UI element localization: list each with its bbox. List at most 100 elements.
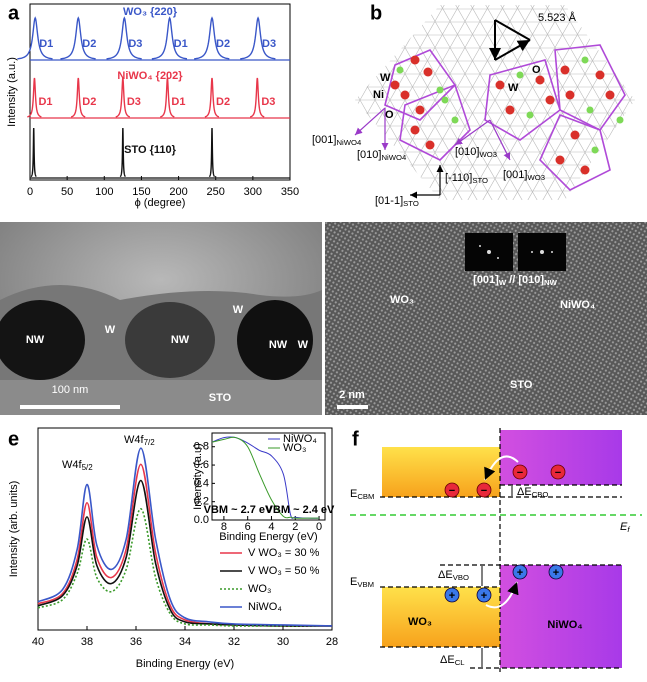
band-diagram: − − − − + + + + ECBM ΔECBO Ef ΔEVBO EVBM WO₃ N… (350, 428, 642, 672)
svg-text:+: + (553, 567, 559, 579)
peak (119, 127, 126, 178)
peak (70, 77, 86, 118)
x-tick-label: 0 (27, 186, 33, 198)
y-tick-label: 0.6 (194, 459, 209, 471)
direction-label: [010]WO3 (455, 146, 497, 159)
annotation: W4f7/2 (124, 434, 155, 447)
fft-label: [001]W // [010]NW (473, 274, 557, 287)
legend-label: NiWO₄ (283, 433, 317, 445)
atom-label: O (532, 64, 541, 76)
annotation-text: W4f (62, 459, 83, 471)
peak (106, 16, 142, 60)
series-line (37, 507, 332, 627)
direction-label: [001]WO3 (503, 169, 545, 182)
peak-label: D1 (38, 96, 52, 108)
material-label: NiWO₄ (547, 619, 582, 631)
x-axis-label: Binding Energy (eV) (136, 658, 234, 670)
region-label: STO (209, 392, 232, 404)
series-label: STO {110} (124, 144, 176, 156)
x-tick-label: 6 (245, 521, 251, 533)
x-tick-label: 34 (179, 636, 191, 648)
peak (249, 77, 265, 118)
x-axis-label: Binding Energy (eV) (219, 531, 317, 543)
region-label: W (105, 324, 116, 336)
peak (160, 77, 175, 118)
region-label: W (233, 304, 244, 316)
annotation-text: W4f (124, 434, 145, 446)
x-tick-label: 350 (281, 186, 299, 198)
series-line (37, 479, 333, 627)
series-label: NiWO₄ {202} (117, 70, 183, 82)
svg-text:−: − (481, 485, 487, 497)
x-tick-label: 50 (61, 186, 73, 198)
legend-label: NiWO₄ (248, 601, 282, 613)
band-label: ΔEVBO (438, 569, 469, 582)
svg-text:−: − (449, 485, 455, 497)
peak (30, 127, 37, 178)
atom-label: O (385, 109, 394, 121)
scale-bar-label: 2 nm (339, 389, 365, 401)
peak (240, 16, 276, 60)
legend-label: WO₃ (248, 583, 271, 595)
x-tick-label: 8 (221, 521, 227, 533)
region-label: W (298, 339, 309, 351)
y-tick-label: 0.2 (194, 496, 209, 508)
x-tick-label: 36 (130, 636, 142, 648)
peak-label: D2 (82, 38, 96, 50)
peak-label: D2 (216, 38, 230, 50)
annotation-sub: 5/2 (82, 463, 94, 472)
peak (194, 16, 230, 60)
y-tick-label: 0.4 (194, 477, 209, 489)
peak-label: D2 (82, 96, 96, 108)
band-label: Ef (620, 521, 630, 534)
peak-label: D1 (171, 96, 185, 108)
legend-label: WO₃ (283, 442, 306, 454)
x-tick-label: 40 (32, 636, 44, 648)
x-tick-label: 4 (268, 521, 274, 533)
peak-label: D3 (262, 38, 276, 50)
panel-label: f (352, 428, 359, 450)
x-tick-label: 0 (316, 521, 322, 533)
plot-frame (29, 3, 291, 181)
peak-label: D3 (128, 38, 142, 50)
annotation: W4f5/2 (62, 459, 93, 472)
x-tick-label: 32 (228, 636, 240, 648)
band-label: ECBM (350, 488, 374, 501)
annotation: VBM ~ 2.4 eV (266, 504, 335, 516)
peak (115, 77, 131, 118)
peak (204, 77, 220, 118)
tem-image: NW W NW W NW STO W 100 nm (0, 222, 322, 415)
atom-label: W (508, 82, 519, 94)
svg-text:−: − (517, 467, 523, 479)
material-label: WO₃ (408, 616, 432, 628)
direction-label: [01-1]STO (375, 195, 419, 208)
region-label: NW (171, 334, 190, 346)
hrtem-image: [001]W // [010]NW WO₃ NiWO₄ STO 2 nm (325, 222, 647, 415)
legend-label: V WO₃ = 30 % (248, 547, 320, 559)
y-axis-label: Intensity (arb. units) (8, 481, 20, 578)
x-tick-label: 38 (81, 636, 93, 648)
y-axis-label: Intensity (a.u) (192, 443, 204, 510)
peak-label: D1 (174, 38, 188, 50)
lattice-constant: 5.523 Å (538, 11, 577, 24)
svg-text:+: + (481, 590, 487, 602)
legend-label: V WO₃ = 50 % (248, 565, 320, 577)
svg-text:+: + (517, 567, 523, 579)
peak-label: D1 (39, 38, 53, 50)
peak-label: D3 (127, 96, 141, 108)
panel-label: a (8, 2, 20, 24)
x-tick-label: 28 (326, 636, 338, 648)
peak (151, 16, 188, 60)
band-label: ΔECL (440, 654, 465, 667)
peak (27, 77, 42, 118)
direction-label: [001]NiWO4 (312, 134, 362, 147)
region-label: WO₃ (390, 294, 414, 306)
x-tick-label: 2 (292, 521, 298, 533)
peak (208, 127, 216, 178)
svg-text:+: + (449, 590, 455, 602)
annotation: VBM ~ 2.7 eV (204, 504, 273, 516)
x-tick-label: 150 (132, 186, 150, 198)
atom-label: Ni (373, 89, 384, 101)
svg-text:−: − (555, 467, 561, 479)
